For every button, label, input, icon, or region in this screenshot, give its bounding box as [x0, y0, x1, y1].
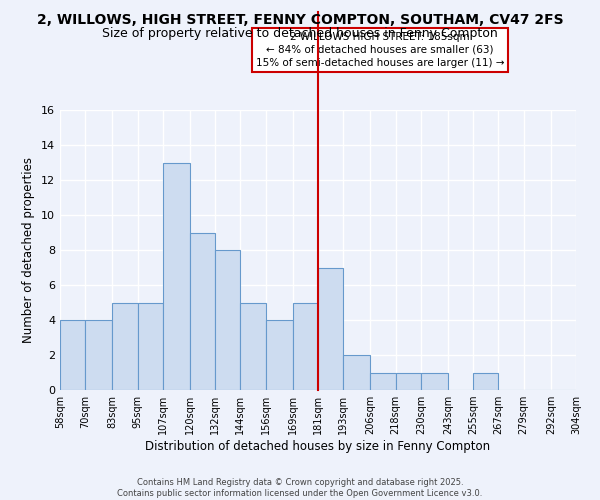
Bar	[190, 232, 215, 390]
Bar	[318, 268, 343, 390]
Bar	[343, 355, 370, 390]
Bar	[241, 302, 266, 390]
Bar	[163, 162, 190, 390]
Text: 2 WILLOWS HIGH STREET: 185sqm
← 84% of detached houses are smaller (63)
15% of s: 2 WILLOWS HIGH STREET: 185sqm ← 84% of d…	[256, 32, 504, 68]
Bar	[421, 372, 448, 390]
Bar	[370, 372, 395, 390]
Bar	[473, 372, 499, 390]
Bar	[293, 302, 318, 390]
Bar	[60, 320, 85, 390]
X-axis label: Distribution of detached houses by size in Fenny Compton: Distribution of detached houses by size …	[145, 440, 491, 453]
Text: Size of property relative to detached houses in Fenny Compton: Size of property relative to detached ho…	[102, 28, 498, 40]
Bar	[137, 302, 163, 390]
Bar	[395, 372, 421, 390]
Bar	[85, 320, 112, 390]
Bar	[266, 320, 293, 390]
Text: Contains HM Land Registry data © Crown copyright and database right 2025.
Contai: Contains HM Land Registry data © Crown c…	[118, 478, 482, 498]
Y-axis label: Number of detached properties: Number of detached properties	[22, 157, 35, 343]
Bar	[112, 302, 137, 390]
Bar	[215, 250, 241, 390]
Text: 2, WILLOWS, HIGH STREET, FENNY COMPTON, SOUTHAM, CV47 2FS: 2, WILLOWS, HIGH STREET, FENNY COMPTON, …	[37, 12, 563, 26]
